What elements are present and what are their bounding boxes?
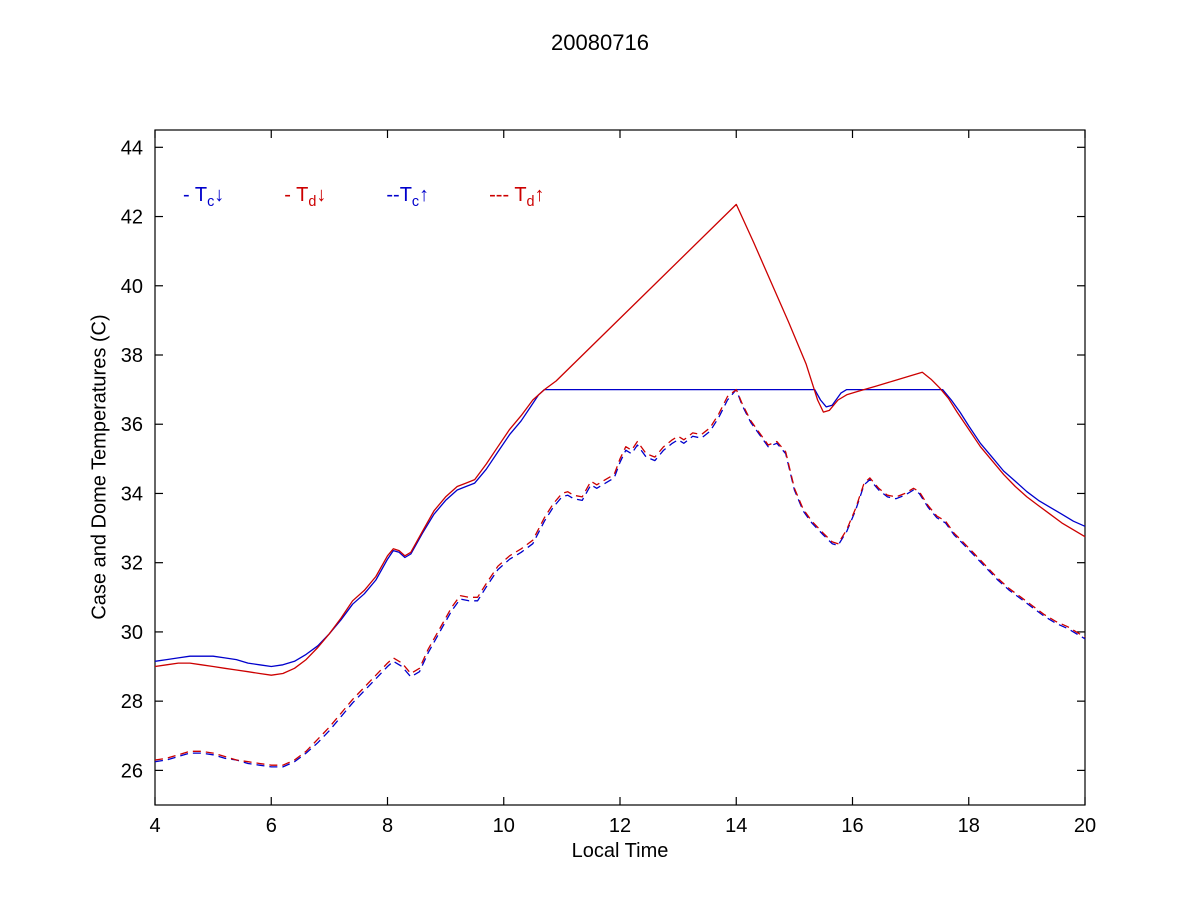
y-tick-label: 38 [121, 345, 143, 367]
chart-title: 20080716 [551, 30, 649, 55]
legend-subscript: d [308, 194, 317, 210]
axes-box [154, 129, 1086, 806]
legend-line-sample: -- [386, 184, 400, 206]
legend-line-sample: - [284, 184, 297, 206]
legend-subscript: c [411, 194, 420, 210]
up-arrow-icon: ↑ [534, 184, 545, 206]
x-tick-label: 8 [382, 815, 393, 837]
down-arrow-icon: ↓ [214, 184, 225, 206]
legend-item-td-down: - Td↓ [284, 184, 326, 210]
y-tick-label: 34 [121, 483, 143, 505]
y-tick-label: 26 [121, 760, 143, 782]
x-tick-label: 12 [609, 815, 631, 837]
legend-symbol: T [399, 184, 412, 206]
legend-item-tc-up: --Tc↑ [386, 184, 429, 210]
x-tick-label: 20 [1074, 815, 1096, 837]
legend-line-sample: - [183, 184, 195, 206]
legend-item-td-up: --- Td↑ [489, 184, 544, 210]
y-tick-label: 44 [121, 137, 143, 159]
x-tick-label: 6 [266, 815, 277, 837]
x-tick-label: 4 [149, 815, 160, 837]
series-Td-down [154, 203, 1086, 676]
y-axis-label: Case and Dome Temperatures (C) [88, 314, 111, 620]
y-tick-label: 36 [121, 414, 143, 436]
legend-symbol: T [296, 184, 309, 206]
legend-subscript: c [207, 194, 215, 210]
y-tick-label: 40 [121, 276, 143, 298]
y-tick-label: 30 [121, 622, 143, 644]
y-tick-label: 32 [121, 553, 143, 575]
legend-item-tc-down: - Tc↓ [183, 184, 224, 210]
legend-symbol: T [194, 184, 208, 206]
up-arrow-icon: ↑ [419, 184, 430, 206]
x-tick-label: 10 [493, 815, 515, 837]
legend: - Tc↓ - Td↓ --Tc↑ --- Td↑ [183, 184, 545, 210]
series-Tc-down [154, 388, 1086, 668]
down-arrow-icon: ↓ [316, 184, 327, 206]
legend-symbol: T [514, 184, 527, 206]
y-tick-label: 28 [121, 691, 143, 713]
legend-subscript: d [526, 194, 535, 210]
x-tick-label: 18 [958, 815, 980, 837]
x-tick-label: 16 [841, 815, 863, 837]
y-tick-label: 42 [121, 207, 143, 229]
legend-line-sample: --- [489, 184, 515, 206]
x-tick-label: 14 [725, 815, 747, 837]
series-Td-up [154, 388, 1086, 766]
x-axis-label: Local Time [571, 840, 669, 862]
series-Tc-up [154, 388, 1086, 768]
